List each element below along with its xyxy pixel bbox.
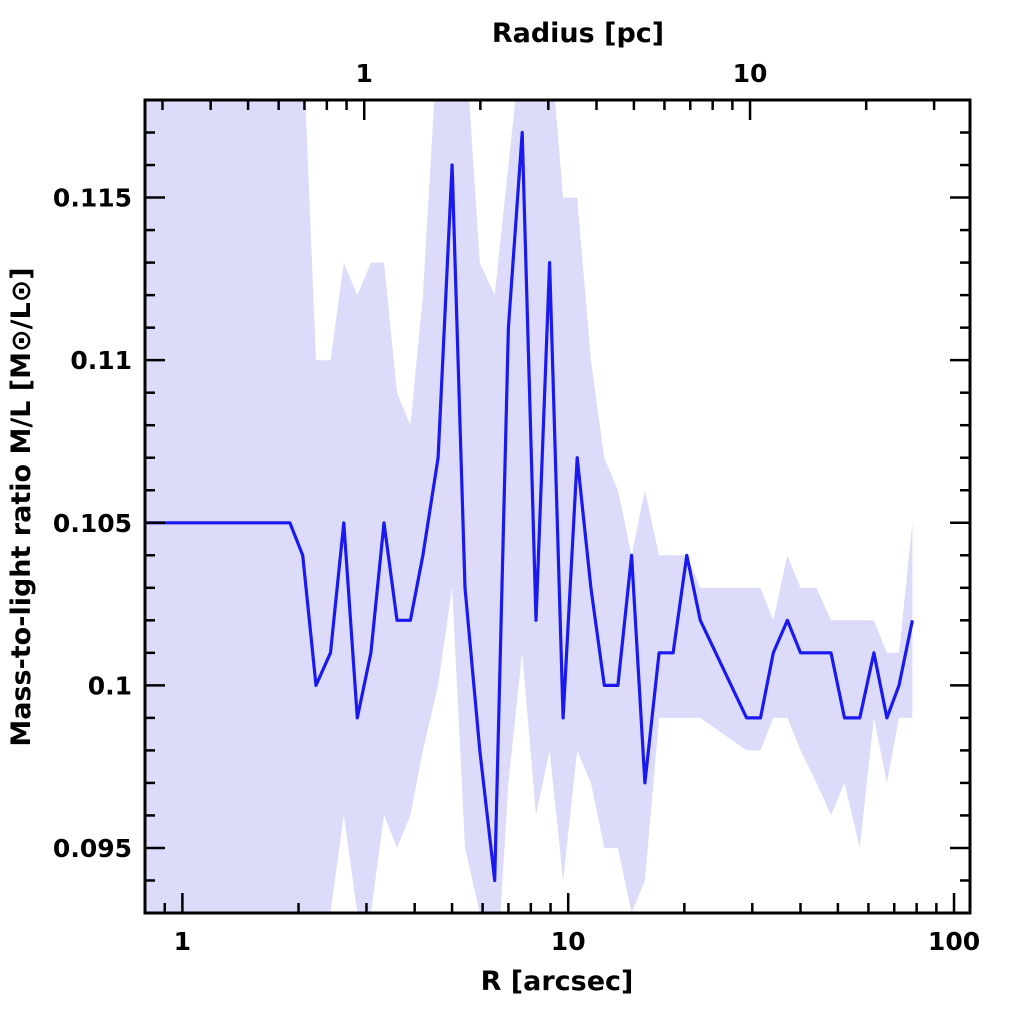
- axis-ticks: [143, 98, 970, 915]
- y-tick-label: 0.095: [53, 834, 132, 863]
- tick-labels: 1 10 100 1 10 0.095 0.1 0.105 0.11 0.115: [53, 59, 980, 956]
- y-axis-title: Mass-to-light ratio M/L [M⊙/L⊙]: [6, 267, 37, 746]
- x-tick-label: 10: [551, 927, 586, 956]
- y-tick-label: 0.1: [88, 671, 132, 700]
- plot-frame: [143, 98, 972, 915]
- x-tick-label: 1: [174, 927, 191, 956]
- y-tick-label: 0.105: [53, 509, 132, 538]
- x2-tick-label: 1: [356, 59, 373, 88]
- top-axis-title: Radius [pc]: [492, 18, 664, 49]
- x-axis-title: R [arcsec]: [481, 966, 634, 997]
- x-tick-label: 100: [928, 927, 980, 956]
- data-line: [145, 130, 914, 883]
- y-tick-label: 0.11: [70, 346, 132, 375]
- y-tick-label: 0.115: [53, 184, 132, 213]
- x2-tick-label: 10: [733, 59, 768, 88]
- uncertainty-band: [145, 100, 913, 913]
